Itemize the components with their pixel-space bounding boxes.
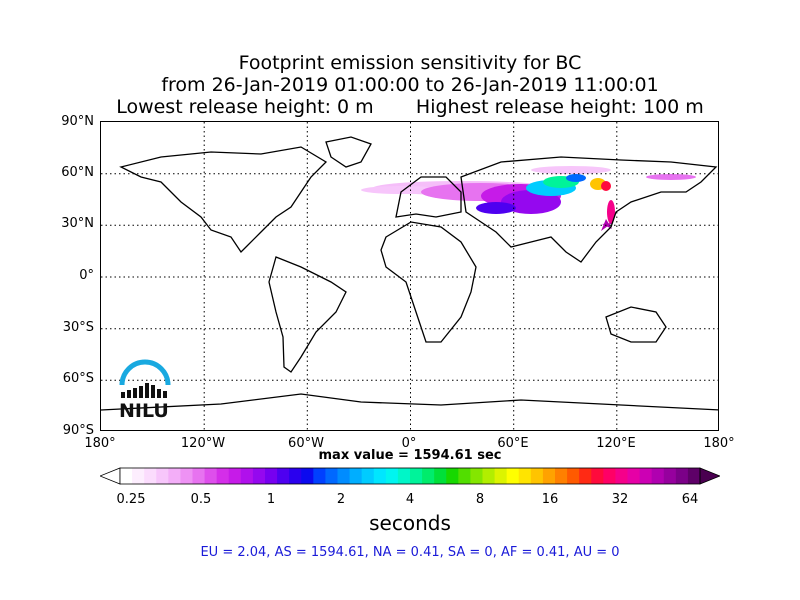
colorbar-swatch (506, 468, 520, 484)
colorbar-swatch (192, 468, 206, 484)
colorbar-swatch (397, 468, 411, 484)
colorbar-swatch (132, 468, 145, 484)
lat-label: 0° (79, 268, 94, 283)
colorbar-swatch (458, 468, 471, 484)
colorbar-swatch (494, 468, 508, 484)
lat-label: 60°N (61, 165, 94, 180)
colorbar-swatch (228, 468, 242, 484)
lon-label: 60°E (497, 436, 529, 451)
colorbar-swatch (265, 468, 278, 484)
colorbar-swatch (289, 468, 302, 484)
colorbar-swatch (216, 468, 230, 484)
world-map (101, 122, 718, 430)
colorbar-swatch (373, 468, 387, 484)
colorbar-swatch (410, 468, 423, 484)
colorbar-swatch (361, 468, 375, 484)
colorbar-units: seconds (369, 511, 451, 535)
lon-label: 0° (401, 436, 417, 451)
colorbar-swatch (567, 468, 580, 484)
max-value-label: max value = 1594.61 sec (318, 448, 502, 463)
lat-label: 30°N (61, 216, 94, 231)
colorbar-tick-label: 8 (475, 492, 485, 507)
colorbar-swatch (252, 468, 266, 484)
colorbar-swatch (204, 468, 218, 484)
lon-label: 180° (84, 436, 116, 451)
colorbar-swatch (313, 468, 326, 484)
colorbar-swatch (168, 468, 181, 484)
colorbar-swatch (120, 468, 133, 484)
colorbar (100, 467, 720, 485)
colorbar-tick-label: 16 (541, 492, 559, 507)
colorbar-swatch (385, 468, 399, 484)
colorbar-swatch (615, 468, 628, 484)
title-line-3: Lowest release height: 0 m Highest relea… (116, 96, 704, 118)
colorbar-swatch (518, 468, 532, 484)
colorbar-swatch (482, 468, 496, 484)
colorbar-tick-label: 64 (681, 492, 699, 507)
colorbar-swatch (579, 468, 592, 484)
colorbar-swatch (156, 468, 169, 484)
colorbar-swatch (651, 468, 665, 484)
sensitivity-plume (361, 166, 696, 231)
lon-label: 120°W (180, 436, 226, 451)
colorbar-swatch (470, 468, 483, 484)
colorbar-swatch (591, 468, 604, 484)
title-line-1: Footprint emission sensitivity for BC (238, 52, 582, 74)
colorbar-swatch (144, 468, 157, 484)
colorbar-border (119, 467, 701, 485)
colorbar-swatch (663, 468, 677, 484)
colorbar-swatch (325, 468, 338, 484)
colorbar-swatch (530, 468, 544, 484)
lat-label: 90°S (62, 423, 94, 438)
colorbar-swatch (542, 468, 556, 484)
colorbar-swatch (422, 468, 435, 484)
colorbar-swatch (277, 468, 290, 484)
colorbar-tick-label: 32 (611, 492, 629, 507)
colorbar-swatch (603, 468, 616, 484)
colorbar-tick-label: 1 (266, 492, 276, 507)
colorbar-tick-label: 4 (405, 492, 415, 507)
region-summary: EU = 2.04, AS = 1594.61, NA = 0.41, SA =… (200, 545, 620, 560)
colorbar-swatch (349, 468, 363, 484)
colorbar-swatch (337, 468, 351, 484)
lat-label: 90°N (61, 114, 94, 129)
lon-label: 120°E (596, 436, 636, 451)
lat-label: 30°S (62, 320, 94, 335)
colorbar-swatch (180, 468, 193, 484)
colorbar-under-arrow (100, 467, 121, 485)
colorbar-swatch (687, 468, 701, 484)
colorbar-tick-label: 2 (336, 492, 346, 507)
graticule (101, 122, 718, 430)
nilu-logo-text: NILU (119, 400, 169, 422)
colorbar-swatch (675, 468, 689, 484)
lon-label: 180° (703, 436, 735, 451)
colorbar-swatch (555, 468, 568, 484)
colorbar-swatch (434, 468, 447, 484)
colorbar-swatch (240, 468, 254, 484)
nilu-logo (119, 359, 171, 398)
colorbar-swatch (446, 468, 459, 484)
colorbar-swatch (627, 468, 641, 484)
colorbar-tick-label: 0.5 (190, 492, 212, 507)
lat-label: 60°S (62, 371, 94, 386)
lon-label: 60°W (288, 436, 324, 451)
coastlines (101, 136, 718, 411)
colorbar-over-arrow (699, 467, 720, 485)
map-panel (100, 121, 719, 431)
colorbar-swatch (301, 468, 314, 484)
title-line-2: from 26-Jan-2019 01:00:00 to 26-Jan-2019… (161, 74, 659, 96)
colorbar-tick-label: 0.25 (116, 492, 146, 507)
colorbar-swatch (639, 468, 653, 484)
